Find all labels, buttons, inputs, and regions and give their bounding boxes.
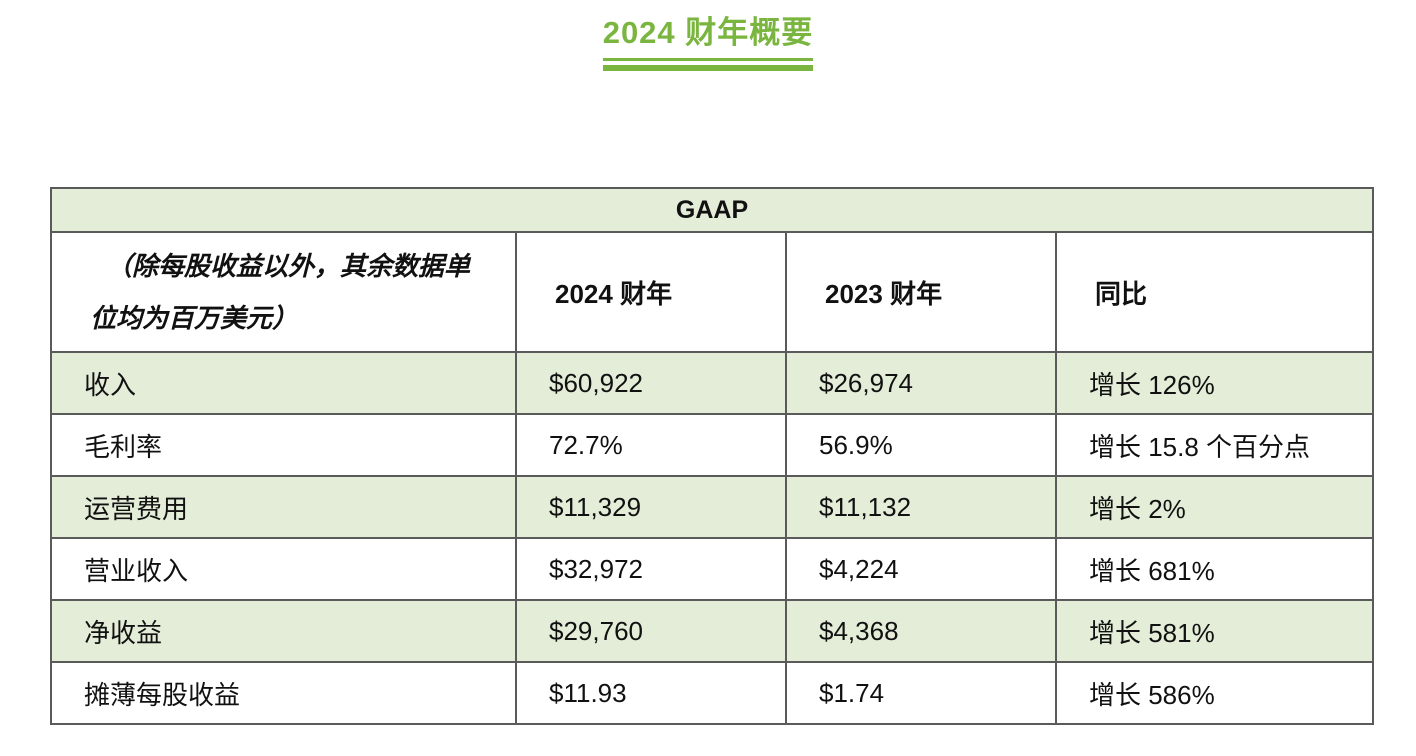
table-row-diluted-eps: 摊薄每股收益 $11.93 $1.74 增长 586% (50, 661, 1375, 725)
table-row-operating-expenses: 运营费用 $11,329 $11,132 增长 2% (50, 475, 1375, 539)
fy2024-summary-table: GAAP （除每股收益以外，其余数据单 位均为百万美元） 2024 财年 202… (49, 187, 1375, 725)
cell-fy2023: $4,368 (785, 599, 1057, 663)
cell-fy2024: $11,329 (515, 475, 787, 539)
row-label: 收入 (50, 351, 517, 415)
cell-yoy: 增长 15.8 个百分点 (1054, 413, 1375, 477)
row-label: 摊薄每股收益 (50, 661, 517, 725)
cell-fy2023: $1.74 (785, 661, 1057, 725)
cell-fy2023: $26,974 (785, 351, 1057, 415)
cell-yoy: 增长 2% (1054, 475, 1375, 539)
cell-yoy: 增长 681% (1054, 537, 1375, 601)
page-header: 2024 财年概要 (0, 14, 1416, 71)
row-label: 毛利率 (50, 413, 517, 477)
cell-fy2024: $60,922 (515, 351, 787, 415)
column-header-fy2024: 2024 财年 (515, 231, 787, 353)
cell-fy2024: $29,760 (515, 599, 787, 663)
table-row-net-income: 净收益 $29,760 $4,368 增长 581% (50, 599, 1375, 663)
table-row-revenue: 收入 $60,922 $26,974 增长 126% (50, 351, 1375, 415)
title-underline-thick (602, 65, 814, 71)
table-row-gross-margin: 毛利率 72.7% 56.9% 增长 15.8 个百分点 (50, 413, 1375, 477)
column-header-yoy: 同比 (1054, 231, 1375, 353)
row-label: 净收益 (50, 599, 517, 663)
table-row-operating-income: 营业收入 $32,972 $4,224 增长 681% (50, 537, 1375, 601)
table-group-header-row: GAAP (49, 187, 1375, 233)
page-title: 2024 财年概要 (602, 15, 814, 50)
gaap-group-header: GAAP (49, 187, 1375, 233)
title-underline-thin (602, 58, 814, 61)
cell-fy2023: $11,132 (785, 475, 1057, 539)
cell-yoy: 增长 586% (1054, 661, 1375, 725)
cell-fy2023: $4,224 (785, 537, 1057, 601)
row-label: 营业收入 (50, 537, 517, 601)
cell-fy2023: 56.9% (785, 413, 1057, 477)
cell-fy2024: $11.93 (515, 661, 787, 725)
cell-fy2024: $32,972 (515, 537, 787, 601)
column-header-fy2023: 2023 财年 (785, 231, 1057, 353)
cell-yoy: 增长 126% (1054, 351, 1375, 415)
metric-note-line2: 位均为百万美元） (90, 303, 299, 333)
row-label: 运营费用 (50, 475, 517, 539)
metric-note-line1: （除每股收益以外，其余数据单 (106, 251, 471, 281)
cell-fy2024: 72.7% (515, 413, 787, 477)
title-block: 2024 财年概要 (602, 14, 814, 71)
column-header-metric-note: （除每股收益以外，其余数据单 位均为百万美元） (50, 231, 517, 353)
cell-yoy: 增长 581% (1054, 599, 1375, 663)
table-header-row: （除每股收益以外，其余数据单 位均为百万美元） 2024 财年 2023 财年 … (50, 231, 1375, 353)
